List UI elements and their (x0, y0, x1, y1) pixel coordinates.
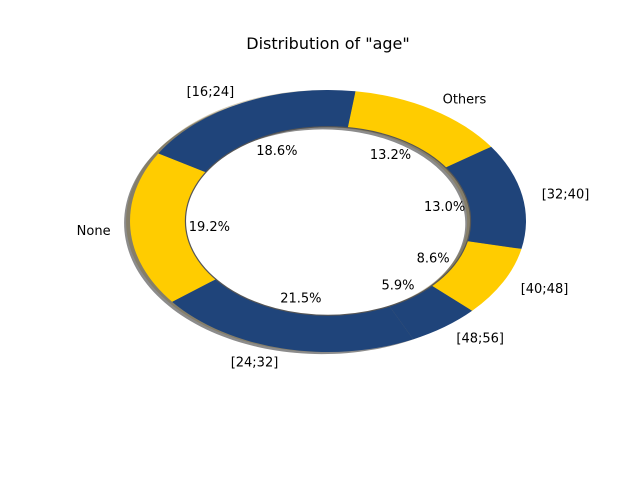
percent-label-16-24: 18.6% (256, 144, 297, 159)
percent-label-none: 19.2% (189, 220, 230, 235)
wedge-24-32 (172, 279, 414, 352)
percent-label-32-40: 13.0% (424, 200, 465, 215)
wedge-16-24 (158, 90, 356, 173)
wedge-none (130, 153, 216, 302)
category-label-others: Others (443, 93, 487, 108)
category-label-24-32: [24;32] (231, 355, 279, 370)
wedge-group (130, 90, 527, 352)
wedge-others (347, 91, 492, 168)
percent-label-48-56: 5.9% (381, 279, 414, 294)
percent-label-others: 13.2% (370, 148, 411, 163)
donut-inner-edge (184, 126, 472, 316)
category-label-none: None (77, 224, 111, 239)
category-label-40-48: [40;48] (521, 282, 569, 297)
wedge-48-56 (389, 285, 473, 340)
category-label-16-24: [16;24] (187, 85, 235, 100)
percent-label-40-48: 8.6% (417, 252, 450, 267)
category-label-32-40: [32;40] (542, 187, 590, 202)
wedge-40-48 (431, 241, 522, 311)
chart-title: Distribution of "age" (246, 34, 409, 53)
label-group: Others 13.2% [16;24] 18.6% None 19.2% [24;32] 2… (77, 85, 590, 370)
percent-label-24-32: 21.5% (280, 292, 321, 307)
category-label-48-56: [48;56] (456, 331, 504, 346)
wedge-32-40 (445, 146, 527, 249)
